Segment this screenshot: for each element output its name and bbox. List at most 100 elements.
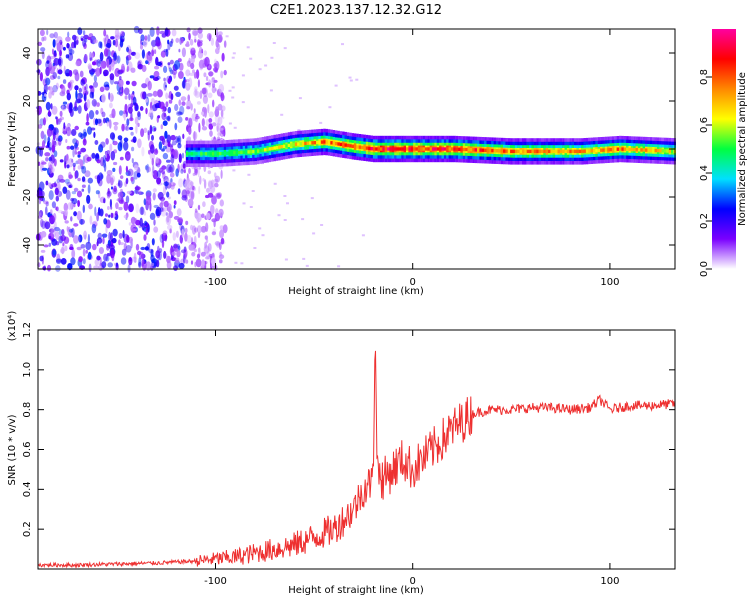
spectrogram-cell bbox=[183, 169, 186, 174]
spectrogram-cell bbox=[361, 234, 365, 237]
spectrogram-cell bbox=[128, 222, 132, 226]
x-tick-label: 0 bbox=[410, 576, 416, 587]
spectrogram-cell bbox=[191, 225, 197, 235]
spectrogram-cell bbox=[132, 136, 137, 144]
spectrogram-cell bbox=[66, 124, 71, 132]
spectrogram-cell bbox=[52, 39, 56, 48]
spectrogram-cell bbox=[115, 262, 119, 267]
spectrogram-cell bbox=[220, 169, 223, 179]
spectrogram-cell bbox=[53, 52, 57, 58]
spectrogram-cell bbox=[83, 92, 87, 102]
spectrogram-cell bbox=[149, 212, 156, 220]
spectrogram-cell bbox=[201, 213, 205, 219]
spectrogram-cell bbox=[61, 85, 66, 95]
spectrogram-cell bbox=[103, 69, 109, 77]
spectrogram-cell bbox=[119, 242, 125, 246]
spectrogram-cell bbox=[220, 237, 225, 245]
spectrogram-cell bbox=[176, 250, 181, 258]
spectrogram-cell bbox=[211, 257, 216, 267]
spectrogram-cell bbox=[130, 67, 136, 73]
y-tick-label: 0.6 bbox=[22, 442, 33, 458]
spectrogram-cell bbox=[104, 37, 107, 48]
snr-y-ticks: 0.2 0.4 0.6 0.8 1.0 1.2 bbox=[22, 322, 675, 537]
spectrogram-cell bbox=[152, 90, 158, 97]
spectrogram-cell bbox=[41, 220, 46, 229]
spectrogram-cell bbox=[203, 50, 208, 56]
spectrogram-cell bbox=[133, 164, 139, 171]
spectrogram-cell bbox=[101, 261, 107, 269]
spectrogram-cell bbox=[71, 129, 77, 136]
spectrogram-cell bbox=[283, 219, 287, 221]
spectrogram-cell bbox=[192, 69, 195, 74]
spectrogram-cell bbox=[190, 260, 194, 265]
spectrogram-cell bbox=[196, 101, 201, 105]
spectrogram-cell bbox=[102, 237, 105, 245]
spectrogram-cell bbox=[47, 140, 50, 148]
tone-track-cell bbox=[623, 147, 627, 151]
tone-track-cell bbox=[628, 147, 631, 152]
spectrogram-cell bbox=[175, 230, 179, 238]
spectrogram-cell bbox=[106, 174, 111, 184]
spectrogram-cell bbox=[169, 172, 175, 178]
spectrogram-cell bbox=[96, 159, 101, 164]
spectrogram-cell bbox=[81, 165, 87, 174]
tone-track-cell bbox=[441, 147, 444, 151]
spectrogram-cell bbox=[92, 243, 97, 251]
spectrogram-cell bbox=[194, 227, 198, 233]
spectrogram-cell bbox=[95, 110, 99, 115]
spectrogram-cell bbox=[48, 235, 52, 240]
spectrogram-cell bbox=[86, 113, 89, 123]
tone-track-cell bbox=[588, 149, 591, 153]
spectrogram-cell bbox=[286, 202, 289, 205]
spectrogram-cell bbox=[97, 232, 103, 240]
tone-track-cell bbox=[671, 149, 674, 153]
spectrogram-cell bbox=[48, 190, 54, 201]
spectrogram-cell bbox=[221, 94, 225, 101]
tone-track-cell bbox=[637, 148, 641, 152]
spectrogram-cell bbox=[108, 92, 111, 100]
spectrogram-cell bbox=[182, 163, 186, 169]
tone-track-cell bbox=[316, 140, 319, 145]
spectrogram-cell bbox=[231, 86, 235, 89]
spectrogram-cell bbox=[79, 218, 85, 225]
spectrogram-cell bbox=[69, 79, 74, 84]
spectrogram-cell bbox=[162, 152, 169, 160]
spectrogram-cell bbox=[180, 37, 184, 44]
spectrogram-cell bbox=[50, 225, 55, 230]
tone-track-cell bbox=[240, 150, 243, 154]
spectrogram-cell bbox=[110, 36, 115, 40]
spectrogram-cell bbox=[150, 144, 155, 154]
spectrogram-cell bbox=[45, 66, 50, 77]
spectrogram-cell bbox=[69, 46, 73, 56]
spectrogram-cell bbox=[319, 121, 323, 124]
tone-track-cell bbox=[290, 143, 293, 147]
tone-track-cell bbox=[256, 149, 260, 153]
spectrogram-cell bbox=[163, 81, 167, 91]
y-tick-label: 0.8 bbox=[22, 402, 33, 418]
spectrogram-cell bbox=[39, 29, 45, 37]
tone-track-cell bbox=[188, 152, 191, 156]
spectrogram-cell bbox=[62, 101, 68, 105]
spectrogram-cell bbox=[197, 27, 203, 34]
spectrogram-cell bbox=[174, 122, 178, 131]
tone-track-cell bbox=[389, 147, 392, 151]
spectrogram-cell bbox=[171, 29, 177, 37]
tone-track-cell bbox=[259, 148, 262, 153]
spectrogram-cell bbox=[119, 75, 122, 81]
spectrogram-cell bbox=[73, 223, 79, 227]
spectrogram-cell bbox=[177, 111, 183, 115]
spectrogram-cell bbox=[66, 226, 69, 232]
spectrogram-cell bbox=[51, 183, 58, 188]
spectrogram-cell bbox=[207, 104, 210, 114]
spectrogram-cell bbox=[123, 215, 128, 219]
spectrogram-cell bbox=[192, 185, 195, 191]
tone-track-cell bbox=[325, 140, 328, 144]
spectrogram-cell bbox=[119, 39, 124, 48]
tone-track-cell bbox=[384, 147, 388, 151]
spectrogram-cell bbox=[178, 71, 184, 79]
spectrogram-y-ticks: -40 -20 0 20 40 bbox=[22, 47, 675, 253]
spectrogram-cell bbox=[91, 52, 95, 59]
spectrogram-cell bbox=[159, 167, 163, 173]
spectrogram-cell bbox=[170, 93, 174, 101]
spectrogram-cell bbox=[171, 38, 174, 44]
